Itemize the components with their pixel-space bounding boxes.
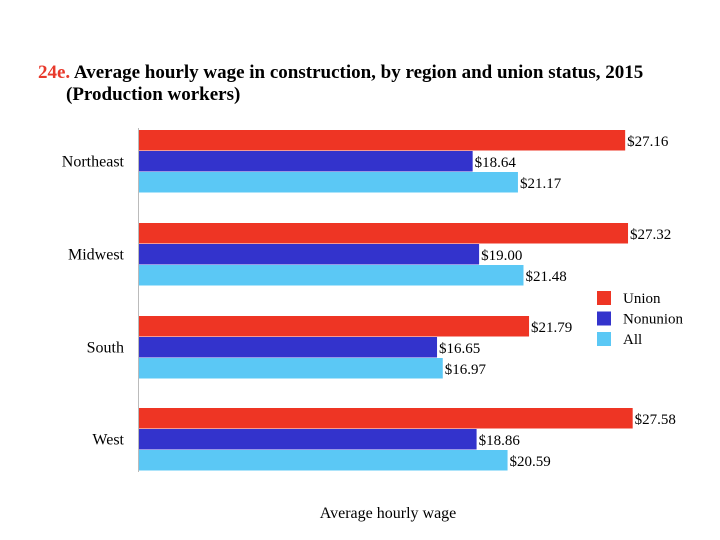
legend-swatch-nonunion [597,311,611,326]
bar-west-nonunion [139,429,477,450]
data-label-midwest-union: $27.32 [630,227,671,243]
data-label-west-all: $20.59 [510,454,551,470]
legend-label-all: All [623,332,642,348]
data-label-midwest-all: $21.48 [525,269,566,285]
category-label-northeast: Northeast [62,153,125,170]
legend-label-union: Union [623,291,661,307]
chart-title-number: 24e. [38,62,71,83]
chart-subtitle: (Production workers) [66,84,241,105]
legend-swatch-all [597,332,611,346]
bars-group: Northeast $27.16 $18.64$21.17 Midwest $27.32… [62,130,676,471]
legend: Union Nonunion All [597,291,684,348]
data-label-midwest-nonunion: $19.00 [481,248,522,264]
bar-midwest-union [139,223,629,244]
category-label-midwest: Midwest [68,246,125,263]
data-label-northeast-all: $21.17 [520,176,562,192]
data-label-northeast-nonunion: $18.64 [475,155,517,171]
bar-south-all [139,358,443,379]
category-label-west: West [92,431,124,448]
bar-midwest-all [139,265,524,286]
x-axis-label: Average hourly wage [319,505,457,522]
chart-title: 24e. Average hourly wage in construction… [38,62,643,106]
category-label-south: South [87,339,124,356]
data-label-south-nonunion: $16.65 [439,341,480,357]
data-label-west-nonunion: $18.86 [479,433,521,449]
bar-south-union [139,316,530,337]
data-label-south-union: $21.79 [531,320,572,336]
bar-northeast-all [139,172,518,193]
data-label-south-all: $16.97 [445,362,487,378]
legend-label-nonunion: Nonunion [623,312,684,328]
bar-west-all [139,450,508,471]
bar-midwest-nonunion [139,244,480,265]
chart-title-main: Average hourly wage in construction, by … [73,62,644,83]
legend-swatch-union [597,291,611,305]
data-label-west-union: $27.58 [635,412,676,428]
bar-northeast-nonunion [139,151,473,172]
bar-west-union [139,408,633,429]
data-label-northeast-union: $27.16 [627,134,669,150]
bar-south-nonunion [139,337,438,358]
bar-northeast-union [139,130,626,151]
